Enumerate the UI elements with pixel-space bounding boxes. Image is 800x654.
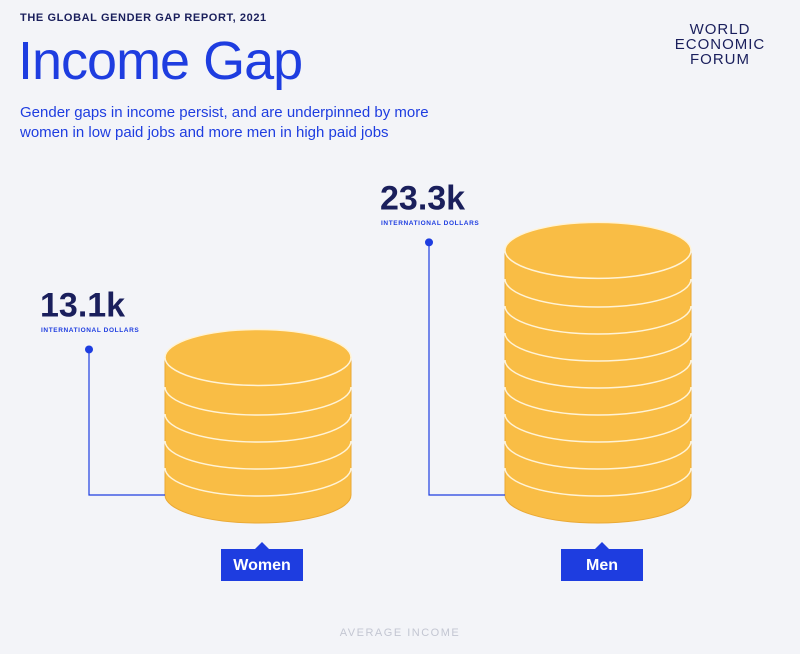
supertitle: THE GLOBAL GENDER GAP REPORT, 2021 [20, 12, 267, 24]
leader-dot [425, 238, 433, 247]
x-tick-label: Men [586, 557, 618, 574]
category-box [221, 549, 303, 581]
coin-edge [164, 467, 352, 497]
leader-dot [85, 345, 93, 354]
label-pointer [595, 542, 609, 549]
value-label: 13.1k [40, 286, 125, 324]
logo-line: FORUM [690, 51, 750, 68]
coin-edge [164, 386, 352, 416]
x-tick-label: Women [233, 557, 290, 574]
subtitle: Gender gaps in income persist, and are u… [20, 104, 429, 141]
coin-top [164, 328, 352, 387]
coin-edge [504, 440, 692, 470]
label-pointer [255, 542, 269, 549]
coin-edge [504, 278, 692, 308]
coin-edge [504, 305, 692, 335]
leader-line [428, 242, 505, 496]
logo-line: ECONOMIC [674, 36, 766, 53]
coin-top [504, 221, 692, 280]
coin-edge [504, 359, 692, 389]
coin-edge [164, 440, 352, 470]
category-box [561, 549, 643, 581]
unit-label: INTERNATIONAL DOLLARS [41, 327, 139, 334]
x-axis-label: AVERAGE INCOME [340, 627, 460, 639]
unit-label: INTERNATIONAL DOLLARS [381, 220, 479, 227]
logo-line: WORLD [689, 21, 751, 38]
coin-edge [164, 413, 352, 443]
coin-stack [504, 221, 692, 524]
leader-line [88, 349, 165, 496]
value-label: 23.3k [380, 179, 465, 217]
coin-body [504, 249, 692, 524]
coin-edge [504, 386, 692, 416]
coin-stack [164, 328, 352, 524]
coin-edge [504, 413, 692, 443]
logo: WORLD ECONOMIC FORUM [668, 22, 772, 67]
coin-body [164, 356, 352, 524]
coin-edge [504, 467, 692, 497]
chart-title: Income Gap [18, 31, 303, 91]
coin-edge [504, 332, 692, 362]
